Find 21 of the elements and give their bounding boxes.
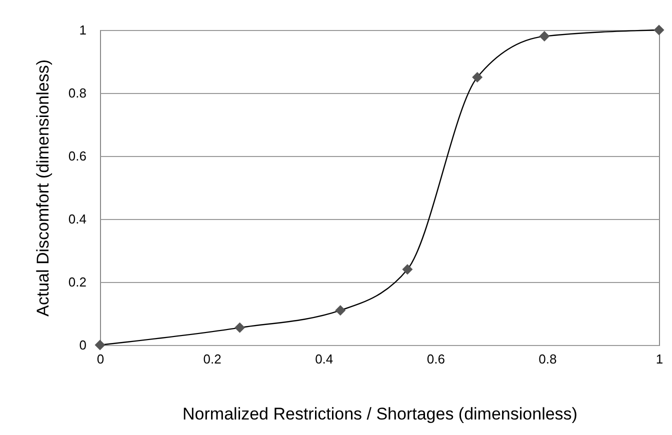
x-tick-label: 0.4 — [315, 352, 334, 366]
y-tick-label: 0.8 — [68, 86, 86, 100]
point — [539, 31, 550, 42]
y-tick-label: 1 — [79, 22, 86, 38]
y-axis-title: Actual Discomfort (dimensionless) — [33, 60, 52, 316]
x-tick-label: 0.8 — [538, 352, 557, 366]
point — [335, 305, 346, 316]
y-tick-label: 0.4 — [68, 212, 86, 226]
point — [234, 322, 245, 333]
point — [402, 264, 413, 275]
point — [654, 24, 664, 36]
x-tick-label: 0.2 — [203, 352, 222, 366]
point — [472, 72, 483, 82]
y-tick-label: 0.6 — [68, 148, 86, 164]
y-tick-label: 0 — [79, 338, 86, 352]
x-tick-label: 0.6 — [426, 352, 445, 366]
point — [94, 340, 106, 350]
x-tick-label: 0 — [96, 352, 104, 366]
x-tick-label: 1 — [656, 352, 664, 366]
x-axis-title: Normalized Restrictions / Shortages (dimensionless) — [182, 404, 578, 424]
y-tick-label: 0.2 — [68, 274, 86, 290]
